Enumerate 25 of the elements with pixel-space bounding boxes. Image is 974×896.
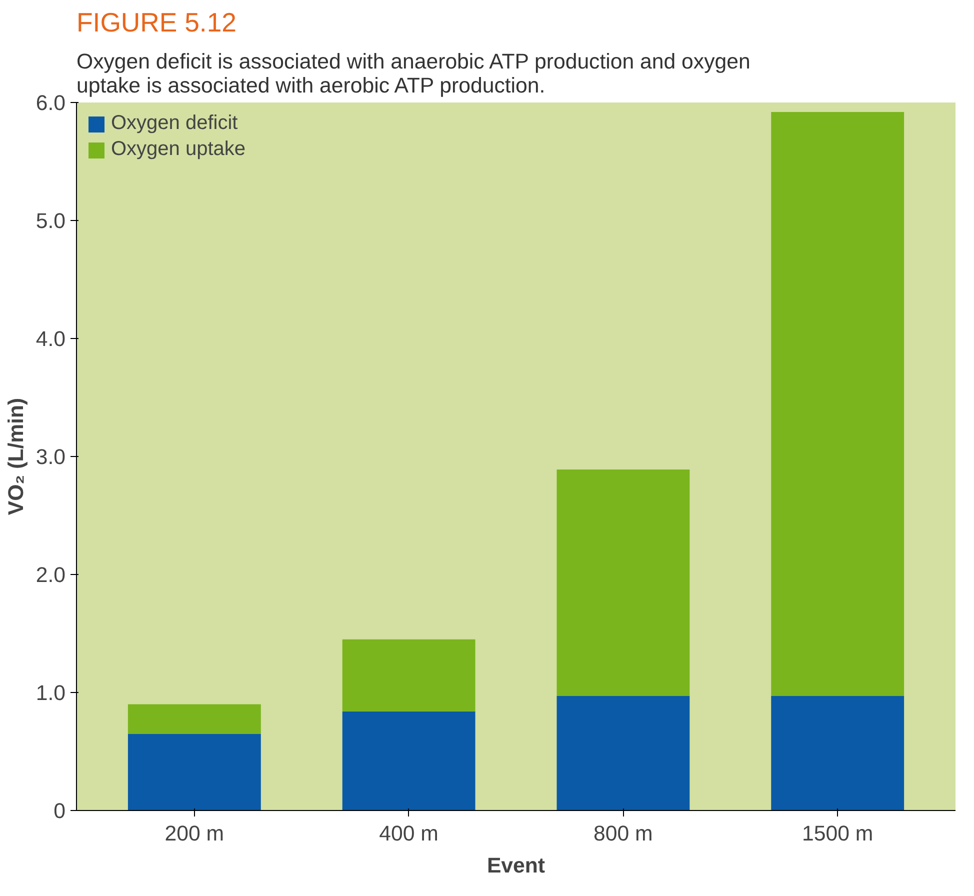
bar — [771, 696, 904, 810]
y-tick-label: 5.0 — [36, 209, 66, 233]
x-axis-title: Event — [486, 854, 546, 878]
bar — [342, 711, 476, 810]
y-tick-label: 0 — [54, 799, 66, 823]
chart-subtitle: Oxygen deficit is associated with anaerobic ATP production and oxygen uptake is associated with aerobic ATP production. — [76, 50, 750, 98]
bar — [128, 704, 261, 734]
bar — [128, 734, 261, 810]
x-tick-label: 400 m — [379, 822, 438, 846]
y-axis-title: VO₂ (L/min) — [4, 398, 28, 516]
y-tick-label: 1.0 — [36, 681, 66, 705]
x-tick-label: 200 m — [164, 822, 224, 846]
bar — [342, 639, 476, 712]
y-tick-label: 3.0 — [36, 445, 66, 469]
bar — [771, 112, 904, 696]
chart-title: FIGURE 5.12 — [76, 8, 236, 38]
legend-label: Oxygen deficit — [111, 112, 238, 135]
y-tick-label: 6.0 — [36, 91, 66, 115]
y-tick-label: 4.0 — [36, 327, 66, 351]
x-tick-label: 800 m — [594, 822, 653, 846]
legend-label: Oxygen uptake — [111, 138, 246, 161]
bar — [556, 696, 690, 810]
x-tick-label: 1500 m — [802, 822, 874, 846]
y-tick-label: 2.0 — [36, 563, 66, 587]
bar — [556, 469, 690, 696]
